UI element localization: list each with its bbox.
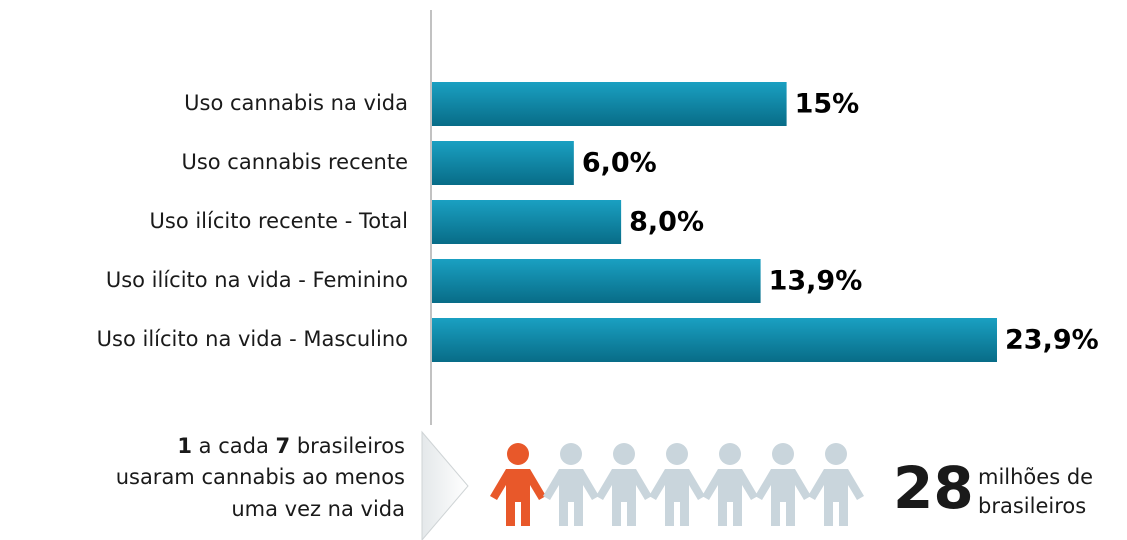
icon-head [613,443,635,465]
bar [432,259,761,303]
text: a cada [199,434,269,458]
icon-head [560,443,582,465]
icon-body [808,469,864,526]
icon-head [825,443,847,465]
total: 7 [276,434,291,458]
category-label: Uso ilícito na vida - Feminino [106,268,408,292]
person-icon [543,443,599,526]
person-icon [755,443,811,526]
callout-line2: usaram cannabis ao menos [116,465,405,489]
icon-body [490,469,546,526]
value-label: 15% [795,89,860,120]
value-label: 8,0% [629,207,704,238]
icon-body [702,469,758,526]
category-label: Uso ilícito na vida - Masculino [97,327,408,351]
icon-head [772,443,794,465]
bar [432,82,787,126]
count: 1 [177,434,192,458]
value-label: 6,0% [582,148,657,179]
icon-body [755,469,811,526]
category-label: Uso cannabis na vida [184,91,408,115]
person-icon [702,443,758,526]
icon-head [666,443,688,465]
arrow [421,430,469,540]
icon-body [596,469,652,526]
icon-body [649,469,705,526]
bar [432,318,997,362]
person-icon [596,443,652,526]
value-label: 23,9% [1005,325,1099,356]
value-label: 13,9% [769,266,863,297]
bar [432,141,574,185]
bar [432,200,622,244]
category-label: Uso cannabis recente [181,150,408,174]
person-icon [808,443,864,526]
person-icon [649,443,705,526]
text: brasileiros [297,434,405,458]
callout-line3: uma vez na vida [231,497,405,521]
figure: 28 [893,454,974,522]
person-icon [490,443,546,526]
category-label: Uso ilícito recente - Total [150,209,408,233]
callout-line1: 1 a cada 7 brasileiros [177,434,405,458]
figure-label: milhões de [978,465,1093,489]
figure-label: brasileiros [978,494,1086,518]
icon-head [719,443,741,465]
icon-body [543,469,599,526]
icon-head [507,443,529,465]
